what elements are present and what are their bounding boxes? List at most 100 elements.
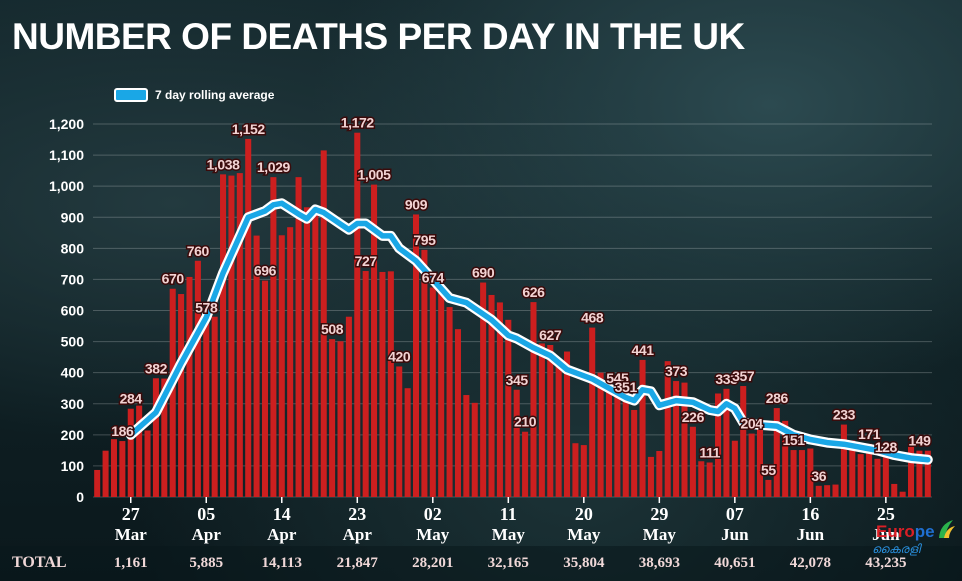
bar: [253, 235, 260, 497]
bar-value-label: 690: [472, 265, 495, 281]
rolling-average-line: [125, 198, 933, 465]
bar: [824, 485, 831, 497]
x-tick-month: Apr: [343, 525, 373, 544]
bar: [396, 366, 403, 497]
bar: [723, 388, 730, 497]
bar-value-label: 1,172: [341, 115, 375, 131]
bar: [261, 280, 269, 497]
bar: [882, 457, 889, 497]
bar-value-label: 171: [858, 426, 881, 442]
bar-value-label: 204: [741, 416, 764, 432]
bar: [555, 363, 562, 497]
bar: [589, 327, 596, 497]
bar-value-label: 760: [187, 243, 210, 259]
bar: [689, 426, 696, 497]
bar: [488, 294, 495, 497]
bar: [329, 339, 336, 497]
bar-value-label: 151: [782, 432, 805, 448]
bar-value-label: 441: [631, 342, 654, 358]
total-value: 43,235: [865, 555, 906, 571]
x-tick-month: May: [416, 525, 450, 544]
bar: [798, 450, 805, 497]
bar-value-label: 909: [405, 196, 428, 212]
bar: [194, 260, 201, 497]
x-tick-day: 14: [273, 504, 291, 524]
bar-value-label: 351: [615, 379, 638, 395]
bar: [782, 420, 789, 497]
bar: [278, 235, 285, 498]
x-axis-ticks: 27Mar05Apr14Apr23Apr02May11May20May29May…: [115, 497, 900, 544]
chart-title: NUMBER OF DEATHS PER DAY IN THE UK: [12, 16, 745, 57]
bar: [832, 484, 839, 497]
x-tick-day: 20: [575, 504, 593, 524]
bar: [538, 343, 545, 497]
bar-value-label: 508: [321, 321, 344, 337]
bar: [916, 450, 923, 497]
bar: [874, 458, 881, 497]
total-value: 21,847: [337, 555, 379, 571]
bar-value-label: 286: [766, 390, 789, 406]
bar: [220, 174, 227, 498]
bar-value-label: 284: [120, 391, 143, 407]
bar: [211, 316, 218, 497]
bar: [605, 388, 613, 497]
bar: [287, 227, 294, 498]
bar-value-label: 795: [413, 232, 436, 248]
bar-value-label: 727: [355, 253, 378, 269]
bar: [706, 462, 713, 497]
bar-value-label: 578: [195, 299, 218, 315]
totals-row-label: TOTAL: [12, 554, 67, 571]
bar: [480, 282, 487, 497]
bar: [152, 378, 159, 497]
bar: [110, 439, 117, 497]
bar: [597, 372, 604, 497]
bar: [446, 307, 453, 497]
bar: [673, 381, 680, 497]
bar: [866, 443, 873, 497]
bar: [496, 302, 503, 497]
bar: [371, 184, 378, 498]
total-value: 38,693: [639, 555, 680, 571]
x-tick-day: 23: [348, 504, 366, 524]
x-tick-month: May: [643, 525, 677, 544]
x-tick-month: Jun: [872, 525, 900, 544]
bar: [270, 177, 277, 497]
bar-value-label: 210: [514, 414, 537, 430]
bar: [295, 177, 302, 497]
bar: [756, 422, 764, 497]
y-tick-label: 800: [61, 240, 85, 256]
bar: [362, 271, 369, 497]
legend-label: 7 day rolling average: [155, 88, 275, 102]
y-tick-label: 1,200: [49, 116, 84, 132]
bar-value-label: 36: [811, 468, 826, 484]
y-tick-label: 500: [61, 334, 85, 350]
bar: [547, 345, 554, 497]
bar: [404, 388, 411, 497]
y-tick-label: 900: [61, 209, 85, 225]
bar: [387, 271, 394, 497]
total-value: 28,201: [412, 555, 453, 571]
x-tick-day: 05: [197, 504, 215, 524]
y-axis-ticks: 0 100 200 300 400 500 600 700 800 900 1,000 1,100 1,…: [49, 116, 84, 505]
bar: [614, 387, 621, 497]
bar: [698, 461, 705, 497]
bar: [186, 276, 193, 497]
bar-value-label: 111: [699, 444, 720, 460]
bar-value-label: 670: [162, 271, 185, 287]
bar: [908, 443, 915, 497]
bar: [127, 408, 134, 497]
bar: [320, 150, 327, 497]
logo-mark-icon: [939, 520, 955, 538]
x-tick-month: Jun: [721, 525, 749, 544]
bar-value-label: 468: [581, 310, 604, 326]
bar: [454, 329, 461, 497]
bar: [303, 207, 310, 497]
bar: [631, 409, 638, 497]
bar: [840, 424, 847, 497]
y-tick-label: 700: [61, 271, 85, 287]
bar: [513, 389, 520, 497]
bar-value-label: 696: [254, 263, 277, 279]
bar: [438, 289, 445, 497]
